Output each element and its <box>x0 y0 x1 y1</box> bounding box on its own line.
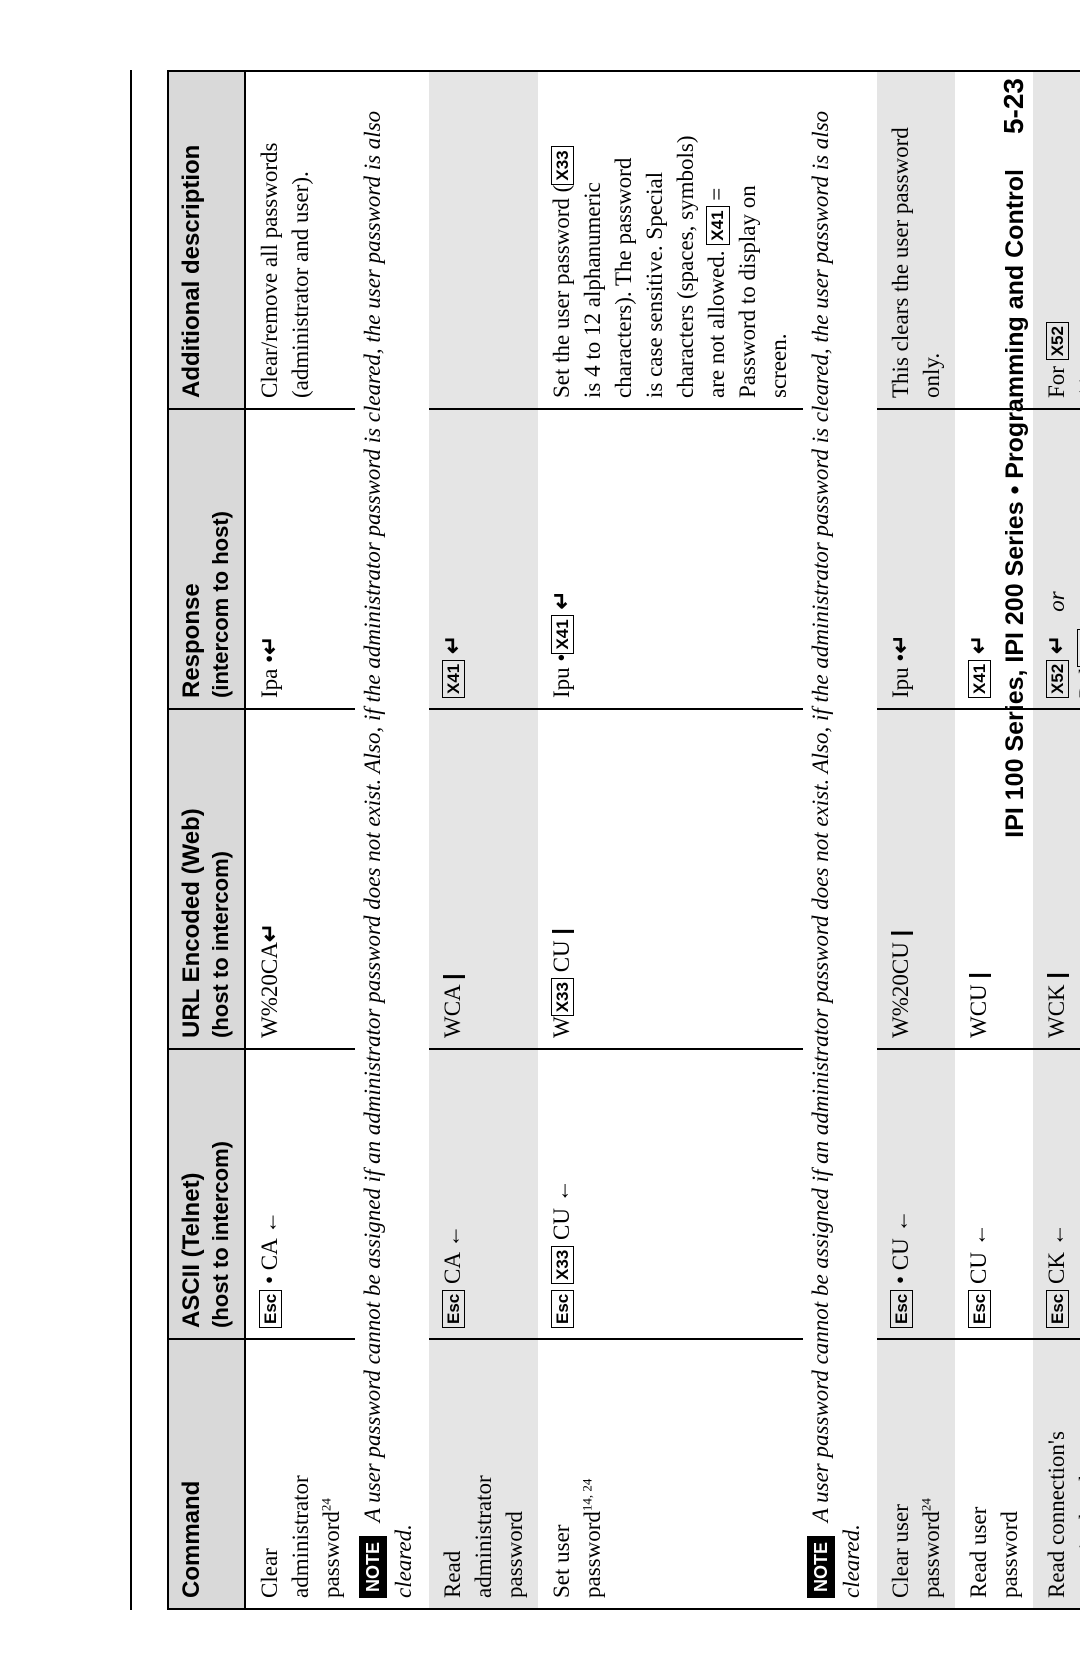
top-rule <box>130 70 132 1610</box>
return-icon: ← <box>1043 1223 1069 1246</box>
ascii-read-admin: Esc CA ← <box>429 1049 538 1339</box>
resp-clear-admin: Ipa •↵ <box>245 409 355 709</box>
row-read-admin: Read administrator password Esc CA ← WCA… <box>429 71 538 1609</box>
return-icon: ← <box>965 1223 991 1246</box>
note-2: NOTE A user password cannot be assigned … <box>803 71 877 1609</box>
crlf-icon: ↵ <box>256 636 282 655</box>
url-clear-admin: W%20CA↵ <box>245 709 355 1049</box>
crlf-icon: ↵ <box>887 634 913 653</box>
header-row: Command ASCII (Telnet)(host to intercom)… <box>168 71 245 1609</box>
row-set-user: Set user password14, 24 Esc X33 CU ← WX3… <box>538 71 802 1609</box>
crlf-icon: ↵ <box>256 923 282 942</box>
page-number: 5-23 <box>998 78 1029 134</box>
cmd-clear-user: Clear user password24 <box>877 1339 955 1609</box>
crlf-icon: ↵ <box>1043 635 1069 654</box>
row-note-1: NOTE A user password cannot be assigned … <box>355 71 429 1609</box>
esc-key: Esc <box>442 1290 465 1328</box>
crlf-icon: ↵ <box>439 635 465 654</box>
note-badge: NOTE <box>359 1536 387 1598</box>
x52-key: X52 <box>1046 660 1069 698</box>
esc-key: Esc <box>890 1290 913 1328</box>
row-note-2: NOTE A user password cannot be assigned … <box>803 71 877 1609</box>
row-clear-user: Clear user password24 Esc • CU ← W%20CU … <box>877 71 955 1609</box>
url-clear-user: W%20CU | <box>877 709 955 1049</box>
x33-key: X33 <box>551 146 574 184</box>
cmd-read-conn: Read connection's security level <box>1033 1339 1080 1609</box>
return-icon: ← <box>256 1211 282 1234</box>
resp-read-admin: X41 ↵ <box>429 409 538 709</box>
x41-key: X41 <box>442 660 465 698</box>
th-command: Command <box>168 1339 245 1609</box>
url-set-user: WX33 CU | <box>538 709 802 1049</box>
desc-read-admin <box>429 71 538 409</box>
x41-key: X41 <box>968 660 991 698</box>
esc-key: Esc <box>968 1290 991 1328</box>
th-response: Response(intercom to host) <box>168 409 245 709</box>
esc-key: Esc <box>259 1290 282 1328</box>
ascii-set-user: Esc X33 CU ← <box>538 1049 802 1339</box>
crlf-icon: ↵ <box>548 590 574 609</box>
ascii-clear-user: Esc • CU ← <box>877 1049 955 1339</box>
desc-read-conn: For X52 11 = user 12 = administrator <box>1033 71 1080 409</box>
url-read-admin: WCA | <box>429 709 538 1049</box>
rotated-content: Command ASCII (Telnet)(host to intercom)… <box>130 70 1030 1610</box>
ascii-clear-admin: Esc • CA ← <box>245 1049 355 1339</box>
cmd-clear-admin: Clear administrator password24 <box>245 1339 355 1609</box>
row-read-conn: Read connection's security level Esc CK … <box>1033 71 1080 1609</box>
row-clear-admin: Clear administrator password24 Esc • CA … <box>245 71 355 1609</box>
x41-key: X41 <box>551 615 574 653</box>
cmd-read-admin: Read administrator password <box>429 1339 538 1609</box>
x33-key: X33 <box>551 978 574 1016</box>
return-icon: ← <box>439 1225 465 1248</box>
desc-clear-user: This clears the user password only. <box>877 71 955 409</box>
return-icon: ← <box>548 1179 574 1202</box>
crlf-icon: ↵ <box>965 635 991 654</box>
desc-set-user: Set the user password (X33 is 4 to 12 al… <box>538 71 802 409</box>
page-footer: IPI 100 Series, IPI 200 Series • Program… <box>998 70 1030 1610</box>
note-badge: NOTE <box>807 1536 835 1598</box>
resp-clear-user: Ipu •↵ <box>877 409 955 709</box>
return-icon: ← <box>887 1209 913 1232</box>
command-table: Command ASCII (Telnet)(host to intercom)… <box>167 70 1080 1610</box>
resp-set-user: Ipu •X41 ↵ <box>538 409 802 709</box>
note-1: NOTE A user password cannot be assigned … <box>355 71 429 1609</box>
url-read-conn: WCK | <box>1033 709 1080 1049</box>
crlf-icon: ↵ <box>1074 604 1080 623</box>
desc-clear-admin: Clear/remove all passwords (administrato… <box>245 71 355 409</box>
resp-read-conn: X52 ↵ or PvlX52 ↵ <box>1033 409 1080 709</box>
x41-key: X41 <box>706 206 729 244</box>
x52-key: X52 <box>1046 322 1069 360</box>
footer-text: IPI 100 Series, IPI 200 Series • Program… <box>1001 169 1029 838</box>
th-ascii: ASCII (Telnet)(host to intercom) <box>168 1049 245 1339</box>
ascii-read-conn: Esc CK ← <box>1033 1049 1080 1339</box>
cmd-set-user: Set user password14, 24 <box>538 1339 802 1609</box>
x33-key: X33 <box>551 1246 574 1284</box>
th-description: Additional description <box>168 71 245 409</box>
esc-key: Esc <box>551 1290 574 1328</box>
th-url: URL Encoded (Web)(host to intercom) <box>168 709 245 1049</box>
esc-key: Esc <box>1046 1290 1069 1328</box>
